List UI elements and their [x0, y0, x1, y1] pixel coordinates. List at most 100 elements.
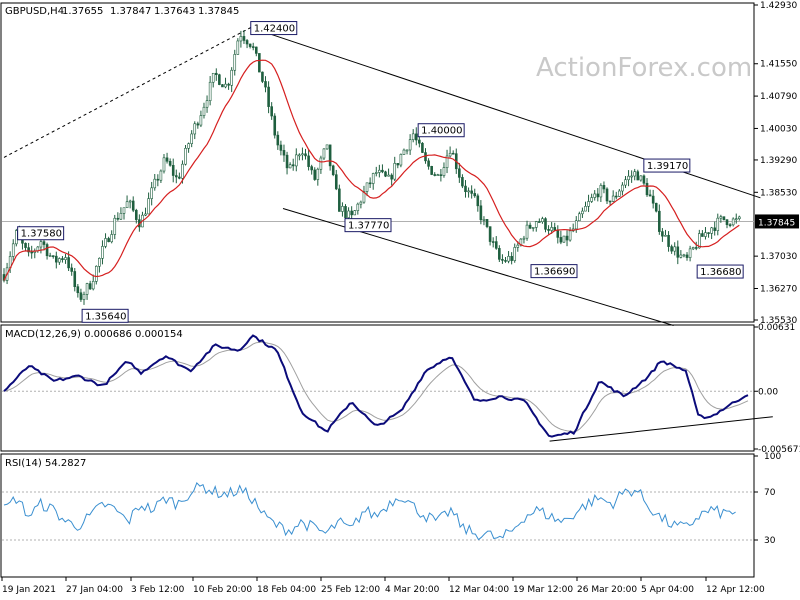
candle-body: [538, 221, 541, 223]
annotation-label: 1.40000: [421, 126, 462, 137]
candle-body: [153, 178, 157, 189]
candle-body: [494, 241, 498, 249]
rsi-tick-label: 30: [764, 536, 776, 546]
candle-body: [374, 172, 378, 174]
macd-panel-title: MACD(12,26,9) 0.000686 0.000154: [5, 329, 183, 340]
annotation-label: 1.37580: [21, 229, 62, 240]
candle-body: [378, 169, 381, 173]
annotation-box: [530, 264, 578, 279]
candle-body: [156, 178, 160, 181]
candle-body: [261, 71, 264, 82]
candle-body: [190, 133, 193, 144]
candle-body: [562, 235, 566, 243]
rsi-y-axis: 100 70 30: [754, 452, 781, 546]
candle-body: [214, 72, 218, 76]
candle-body: [584, 206, 587, 212]
candle-body: [159, 170, 163, 181]
price-panel-frame: [0, 2, 755, 323]
price-annotation: 1.37770: [344, 218, 392, 233]
candle-body: [688, 248, 692, 258]
macd-panel-frame: [0, 324, 755, 452]
ohlc-value: 1.37643: [154, 6, 195, 17]
annotation-box: [81, 308, 129, 323]
current-price-label: 1.37845: [758, 218, 795, 228]
candle-body: [451, 152, 455, 155]
candle-body: [522, 237, 526, 240]
candle-body: [11, 243, 15, 257]
candle-body: [218, 74, 221, 85]
candle-body: [544, 218, 547, 230]
candle-body: [387, 174, 390, 177]
candle-body: [270, 106, 273, 117]
candle-body: [168, 160, 172, 166]
candle-body: [282, 150, 286, 156]
rsi-tick-label: 70: [764, 488, 776, 498]
candle-body: [174, 175, 178, 178]
candle-body: [285, 154, 289, 169]
candle-body: [334, 174, 338, 190]
candle-body: [104, 238, 107, 247]
candle-body: [55, 255, 58, 263]
candle-body: [48, 255, 52, 257]
candle-body: [15, 230, 18, 245]
annotation-label: 1.39170: [647, 161, 688, 172]
candle-body: [298, 154, 301, 157]
candle-body: [658, 210, 661, 232]
candle-body: [719, 216, 723, 219]
candle-body: [654, 202, 658, 212]
price-annotation: 1.39170: [643, 158, 691, 173]
candle-body: [679, 254, 683, 258]
price-tick-label: 1.37030: [760, 252, 797, 262]
candle-body: [565, 235, 569, 241]
candle-body: [734, 218, 738, 220]
candle-body: [648, 194, 652, 197]
candle-body: [599, 185, 603, 198]
candle-body: [682, 254, 686, 257]
dotted-trendline: [3, 27, 251, 158]
candle-body: [242, 36, 246, 41]
candle-body: [347, 210, 350, 218]
rsi-tick-label: 100: [764, 452, 781, 462]
candle-body: [430, 166, 433, 175]
candle-body: [470, 190, 473, 194]
candle-body: [64, 257, 67, 261]
x-tick-label: 3 Feb 12:00: [131, 585, 185, 595]
candle-body: [445, 155, 449, 168]
ohlc-value: 1.37655: [62, 6, 103, 17]
candle-body: [350, 210, 353, 216]
candle-body: [98, 258, 101, 267]
moving-average: [3, 59, 740, 281]
candle-body: [645, 182, 649, 196]
candle-body: [402, 149, 406, 155]
candle-body: [498, 248, 501, 260]
candle-body: [411, 133, 415, 140]
annotation-label: 1.36690: [534, 267, 575, 278]
candle-body: [273, 115, 277, 136]
candle-body: [501, 259, 504, 261]
candle-body: [45, 244, 49, 257]
x-tick-label: 27 Jan 04:00: [66, 585, 123, 595]
x-tick-label: 19 Mar 12:00: [513, 585, 573, 595]
candle-body: [24, 242, 27, 248]
rsi-line: [3, 481, 736, 541]
candle-body: [590, 197, 593, 202]
x-tick-label: 12 Mar 04:00: [449, 585, 509, 595]
candle-body: [122, 207, 126, 214]
candle-body: [701, 233, 704, 237]
candle-body: [491, 241, 495, 243]
candle-body: [116, 217, 120, 220]
annotation-box: [417, 123, 465, 138]
candle-body: [107, 238, 110, 243]
candle-body: [722, 216, 726, 220]
candle-body: [673, 246, 677, 252]
candle-body: [341, 206, 344, 212]
candle-body: [94, 265, 98, 282]
candle-body: [58, 258, 61, 263]
candle-body: [621, 184, 624, 192]
candle-body: [125, 201, 129, 209]
ohlc-value: 1.37847: [110, 6, 151, 17]
candle-body: [288, 164, 292, 169]
